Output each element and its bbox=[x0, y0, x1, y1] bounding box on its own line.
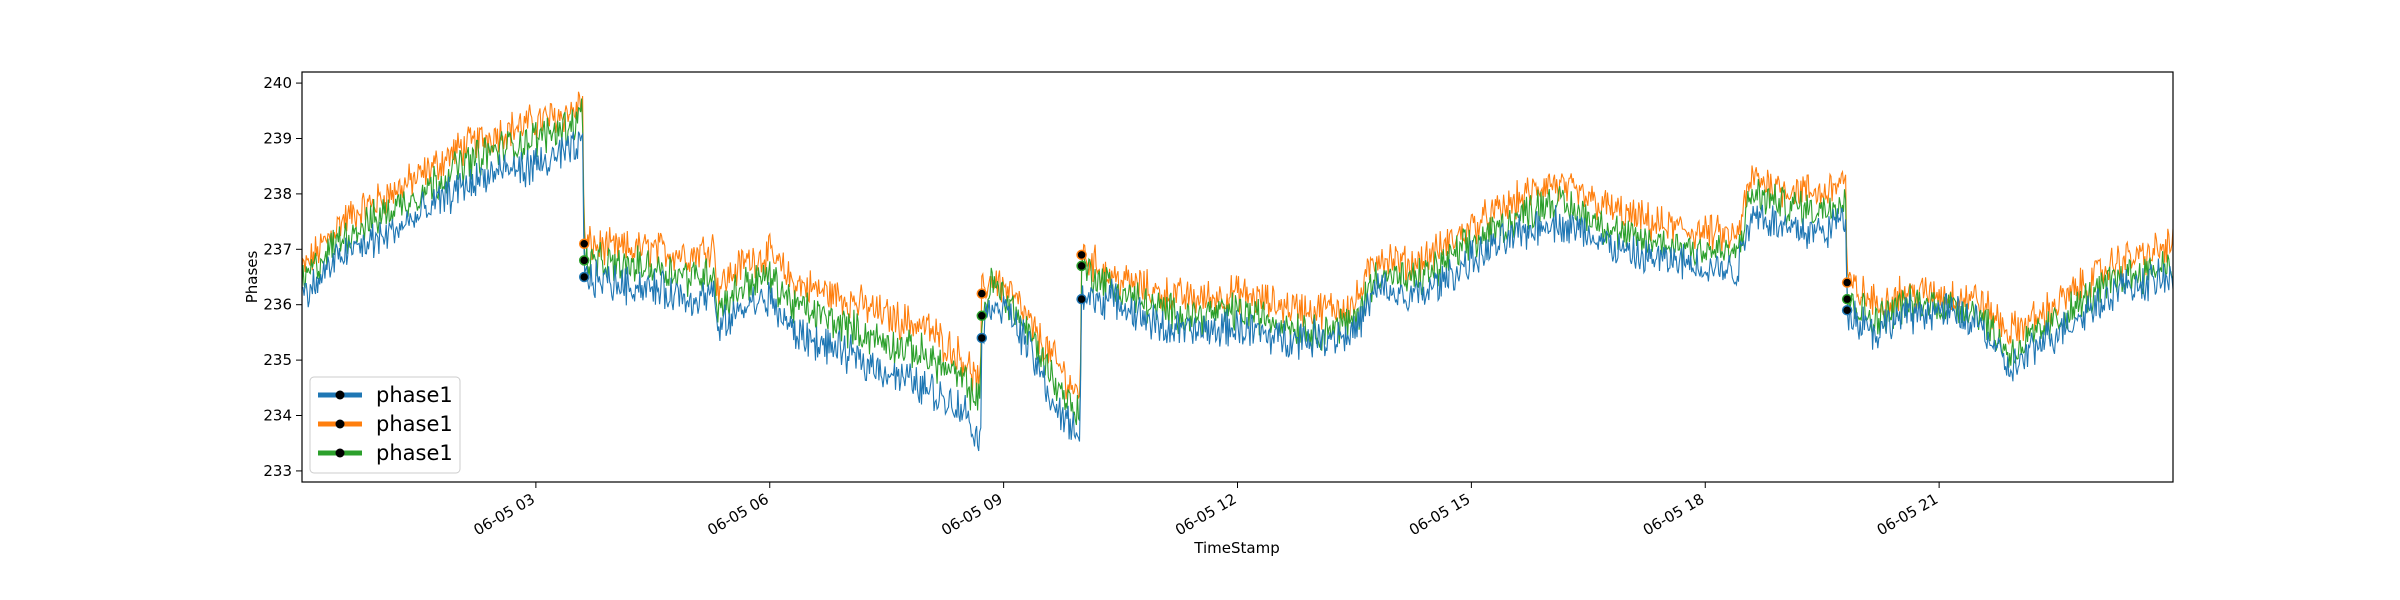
event-marker-7 bbox=[1076, 249, 1087, 261]
event-marker-9 bbox=[1841, 304, 1853, 316]
event-marker-0 bbox=[578, 271, 590, 283]
event-marker-3 bbox=[976, 332, 988, 344]
event-marker-10 bbox=[1841, 277, 1853, 288]
event-marker-11 bbox=[1841, 293, 1853, 305]
y-axis: 233 234 235 236 237 238 239 240 bbox=[263, 74, 302, 480]
legend-items: phase1 phase1 phase1 bbox=[318, 383, 453, 465]
x-axis-label: TimeStamp bbox=[1193, 539, 1279, 557]
legend: phase1 phase1 phase1 bbox=[309, 376, 461, 474]
event-marker-4 bbox=[976, 288, 988, 299]
y-tick-label: 237 bbox=[263, 240, 292, 258]
y-tick-label: 236 bbox=[263, 296, 292, 314]
legend-label-2: phase1 bbox=[376, 441, 453, 465]
x-axis: 06-05 03 06-05 06 06-05 09 06-05 12 06-05 15… bbox=[470, 482, 1941, 539]
y-tick-label: 238 bbox=[263, 185, 292, 203]
x-tick-label: 06-05 12 bbox=[1172, 490, 1239, 539]
series-line-0 bbox=[301, 131, 2174, 452]
x-tick-label: 06-05 15 bbox=[1406, 490, 1473, 539]
x-tick-label: 06-05 21 bbox=[1874, 490, 1941, 539]
y-axis-label: Phases bbox=[243, 251, 261, 304]
x-tick-label: 06-05 06 bbox=[704, 490, 771, 539]
legend-marker-0 bbox=[335, 390, 345, 400]
event-marker-6 bbox=[1076, 293, 1087, 305]
x-tick-label: 06-05 03 bbox=[470, 490, 537, 539]
event-marker-2 bbox=[578, 255, 590, 266]
legend-label-0: phase1 bbox=[376, 383, 453, 407]
event-marker-1 bbox=[578, 238, 590, 250]
legend-label-1: phase1 bbox=[376, 412, 453, 436]
series-layer bbox=[301, 91, 2174, 452]
y-tick-label: 235 bbox=[263, 351, 292, 369]
x-tick-label: 06-05 09 bbox=[938, 490, 1005, 539]
marker-layer bbox=[578, 238, 1853, 344]
y-tick-label: 233 bbox=[263, 462, 292, 480]
y-tick-label: 240 bbox=[263, 74, 292, 92]
legend-frame bbox=[309, 376, 461, 474]
plot-area bbox=[301, 71, 2174, 483]
y-tick-label: 239 bbox=[263, 129, 292, 147]
y-tick-label: 234 bbox=[263, 407, 292, 425]
x-tick-label: 06-05 18 bbox=[1640, 490, 1707, 539]
event-marker-8 bbox=[1076, 260, 1087, 272]
legend-marker-1 bbox=[335, 419, 345, 429]
event-marker-5 bbox=[976, 310, 988, 322]
series-line-1 bbox=[301, 91, 2174, 400]
legend-marker-2 bbox=[335, 448, 345, 458]
